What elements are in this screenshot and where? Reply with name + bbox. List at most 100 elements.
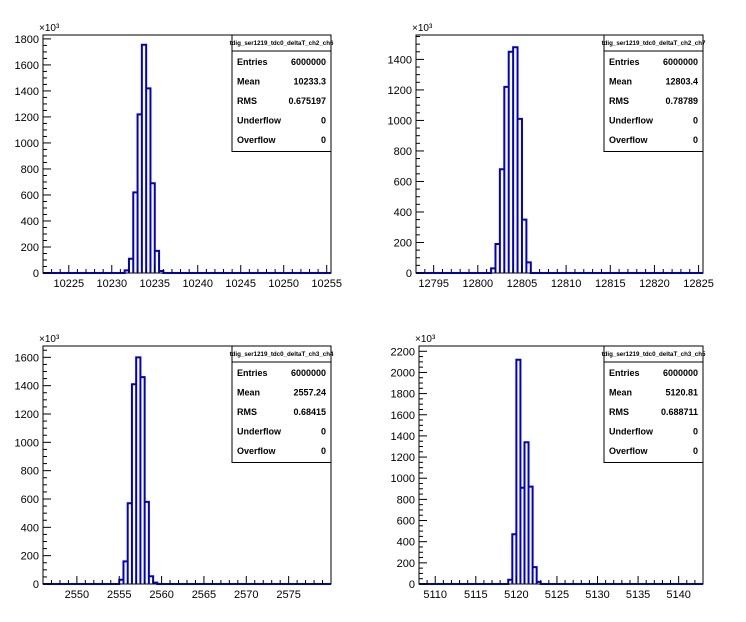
y-tick-label: 1600 xyxy=(391,410,415,422)
histogram-title: tdig_ser1219_tdc0_deltaT_ch3_ch4 xyxy=(230,351,334,358)
y-tick-label: 1600 xyxy=(15,60,39,72)
y-tick-label: 2000 xyxy=(391,367,415,379)
y-tick-label: 800 xyxy=(21,164,39,176)
y-tick-label: 400 xyxy=(397,537,415,549)
x-tick-label: 10230 xyxy=(96,278,127,290)
stats-value: 2557.24 xyxy=(293,388,326,398)
y-tick-label: 1000 xyxy=(15,437,39,449)
stats-value: 0 xyxy=(321,116,326,126)
stats-value: 12803.4 xyxy=(665,77,698,87)
x-tick-label: 10255 xyxy=(311,278,342,290)
y-tick-label: 1200 xyxy=(388,85,412,97)
y-multiplier-label: ×10³ xyxy=(415,334,436,345)
stats-label: Mean xyxy=(609,388,632,398)
y-tick-label: 1800 xyxy=(391,389,415,401)
x-tick-label: 2550 xyxy=(65,589,89,601)
stats-value: 0.68415 xyxy=(293,407,326,417)
x-tick-label: 5110 xyxy=(423,589,447,601)
x-tick-label: 2555 xyxy=(107,589,131,601)
x-tick-label: 2565 xyxy=(192,589,216,601)
y-tick-label: 200 xyxy=(21,551,39,563)
y-tick-label: 600 xyxy=(394,176,412,188)
stats-box xyxy=(603,34,704,152)
x-tick-label: 2575 xyxy=(276,589,300,601)
x-tick-label: 2560 xyxy=(149,589,173,601)
x-tick-label: 5115 xyxy=(464,589,488,601)
y-tick-label: 600 xyxy=(397,516,415,528)
x-tick-label: 5140 xyxy=(666,589,690,601)
stats-label: RMS xyxy=(237,407,257,417)
x-tick-label: 10240 xyxy=(182,278,213,290)
x-tick-label: 5130 xyxy=(585,589,609,601)
x-tick-label: 12825 xyxy=(683,278,714,290)
histogram-panel-4: 5110 5115 5120 5125 5130 5135 5140 0 200 400 600 80… xyxy=(391,334,706,601)
stats-value: 0 xyxy=(321,446,326,456)
stats-value: 0 xyxy=(693,446,698,456)
histogram-panel-2: 12795 12800 12805 12810 12815 12820 12825 0 200 4… xyxy=(388,23,714,290)
y-tick-label: 0 xyxy=(409,579,415,591)
x-tick-label: 10250 xyxy=(268,278,299,290)
y-tick-label: 200 xyxy=(394,237,412,249)
y-multiplier-label: ×10³ xyxy=(39,23,60,34)
y-tick-label: 1200 xyxy=(15,409,39,421)
y-tick-label: 1800 xyxy=(15,34,39,46)
x-tick-label: 10235 xyxy=(139,278,170,290)
x-tick-label: 12805 xyxy=(507,278,538,290)
y-tick-label: 400 xyxy=(394,207,412,219)
y-tick-label: 800 xyxy=(21,466,39,478)
x-tick-label: 12795 xyxy=(418,278,449,290)
stats-label: RMS xyxy=(609,407,629,417)
stats-value: 6000000 xyxy=(291,57,326,67)
y-tick-label: 1000 xyxy=(391,473,415,485)
histogram-line xyxy=(43,356,331,585)
y-tick-label: 1000 xyxy=(388,115,412,127)
stats-box xyxy=(603,345,704,463)
stats-label: Mean xyxy=(609,77,632,87)
y-tick-label: 600 xyxy=(21,190,39,202)
histogram-panel-3: 2550 2555 2560 2565 2570 2575 0 200 400 600 800 100… xyxy=(15,334,334,601)
stats-label: Entries xyxy=(609,368,640,378)
stats-value: 0.688711 xyxy=(661,407,698,417)
y-tick-label: 1400 xyxy=(15,381,39,393)
y-tick-label: 0 xyxy=(33,268,39,280)
x-tick-label: 12820 xyxy=(639,278,670,290)
stats-value: 10233.3 xyxy=(293,77,326,87)
y-tick-label: 0 xyxy=(33,579,39,591)
y-tick-label: 200 xyxy=(21,242,39,254)
stats-value: 5120.81 xyxy=(665,388,698,398)
stats-value: 0 xyxy=(693,116,698,126)
y-tick-label: 1000 xyxy=(15,138,39,150)
y-tick-label: 1400 xyxy=(391,431,415,443)
y-tick-label: 1400 xyxy=(15,86,39,98)
stats-value: 0 xyxy=(321,135,326,145)
stats-value: 0.675197 xyxy=(288,96,326,106)
stats-label: Mean xyxy=(237,388,260,398)
y-tick-label: 400 xyxy=(21,522,39,534)
histogram-title: tdig_ser1219_tdc0_deltaT_ch2_ch6 xyxy=(230,40,334,47)
stats-box xyxy=(231,345,332,463)
stats-label: Entries xyxy=(237,368,268,378)
histogram-line xyxy=(43,43,331,274)
stats-value: 0 xyxy=(693,135,698,145)
stats-label: Underflow xyxy=(237,427,282,437)
stats-value: 0.78789 xyxy=(665,96,698,106)
stats-label: Overflow xyxy=(237,135,277,145)
stats-value: 6000000 xyxy=(663,57,698,67)
y-tick-label: 0 xyxy=(406,268,412,280)
y-multiplier-label: ×10³ xyxy=(412,23,433,34)
stats-label: Mean xyxy=(237,77,260,87)
y-tick-label: 2200 xyxy=(391,346,415,358)
stats-box xyxy=(231,34,332,152)
stats-label: RMS xyxy=(609,96,629,106)
x-tick-label: 12800 xyxy=(463,278,494,290)
x-tick-label: 12810 xyxy=(551,278,582,290)
histogram-line xyxy=(416,46,703,274)
y-multiplier-label: ×10³ xyxy=(39,334,60,345)
stats-label: Underflow xyxy=(609,116,654,126)
x-tick-label: 5135 xyxy=(626,589,650,601)
stats-label: Underflow xyxy=(609,427,654,437)
stats-value: 0 xyxy=(321,427,326,437)
stats-value: 0 xyxy=(693,427,698,437)
histogram-title: tdig_ser1219_tdc0_deltaT_ch3_ch5 xyxy=(602,351,706,358)
